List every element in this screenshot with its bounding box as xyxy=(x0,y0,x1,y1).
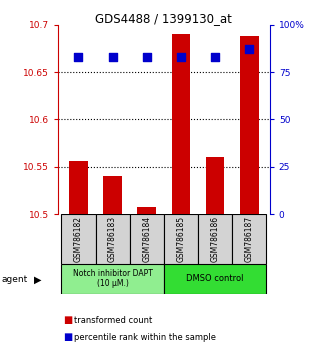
Point xyxy=(213,54,218,60)
Text: GSM786184: GSM786184 xyxy=(142,216,151,262)
Text: GSM786186: GSM786186 xyxy=(211,216,219,262)
Point xyxy=(178,54,184,60)
Text: ■: ■ xyxy=(63,315,72,325)
Point xyxy=(247,47,252,52)
Text: ▶: ▶ xyxy=(34,275,42,285)
Text: ■: ■ xyxy=(63,332,72,342)
Text: GSM786182: GSM786182 xyxy=(74,216,83,262)
Bar xyxy=(164,264,266,294)
Bar xyxy=(96,214,130,264)
Bar xyxy=(171,34,190,214)
Bar xyxy=(103,176,122,214)
Bar xyxy=(137,207,156,214)
Text: agent: agent xyxy=(2,275,28,284)
Text: GSM786185: GSM786185 xyxy=(176,216,185,262)
Text: GSM786183: GSM786183 xyxy=(108,216,117,262)
Text: percentile rank within the sample: percentile rank within the sample xyxy=(74,332,216,342)
Bar xyxy=(164,214,198,264)
Bar xyxy=(240,36,259,214)
Point xyxy=(110,54,115,60)
Bar xyxy=(61,264,164,294)
Bar xyxy=(206,157,224,214)
Bar xyxy=(130,214,164,264)
Point xyxy=(76,54,81,60)
Bar xyxy=(232,214,266,264)
Text: GSM786187: GSM786187 xyxy=(245,216,254,262)
Bar xyxy=(69,161,88,214)
Text: Notch inhibitor DAPT
(10 μM.): Notch inhibitor DAPT (10 μM.) xyxy=(73,269,153,289)
Text: transformed count: transformed count xyxy=(74,316,153,325)
Text: DMSO control: DMSO control xyxy=(186,274,244,283)
Bar xyxy=(61,214,96,264)
Bar xyxy=(198,214,232,264)
Text: GDS4488 / 1399130_at: GDS4488 / 1399130_at xyxy=(95,12,232,25)
Point xyxy=(144,54,149,60)
